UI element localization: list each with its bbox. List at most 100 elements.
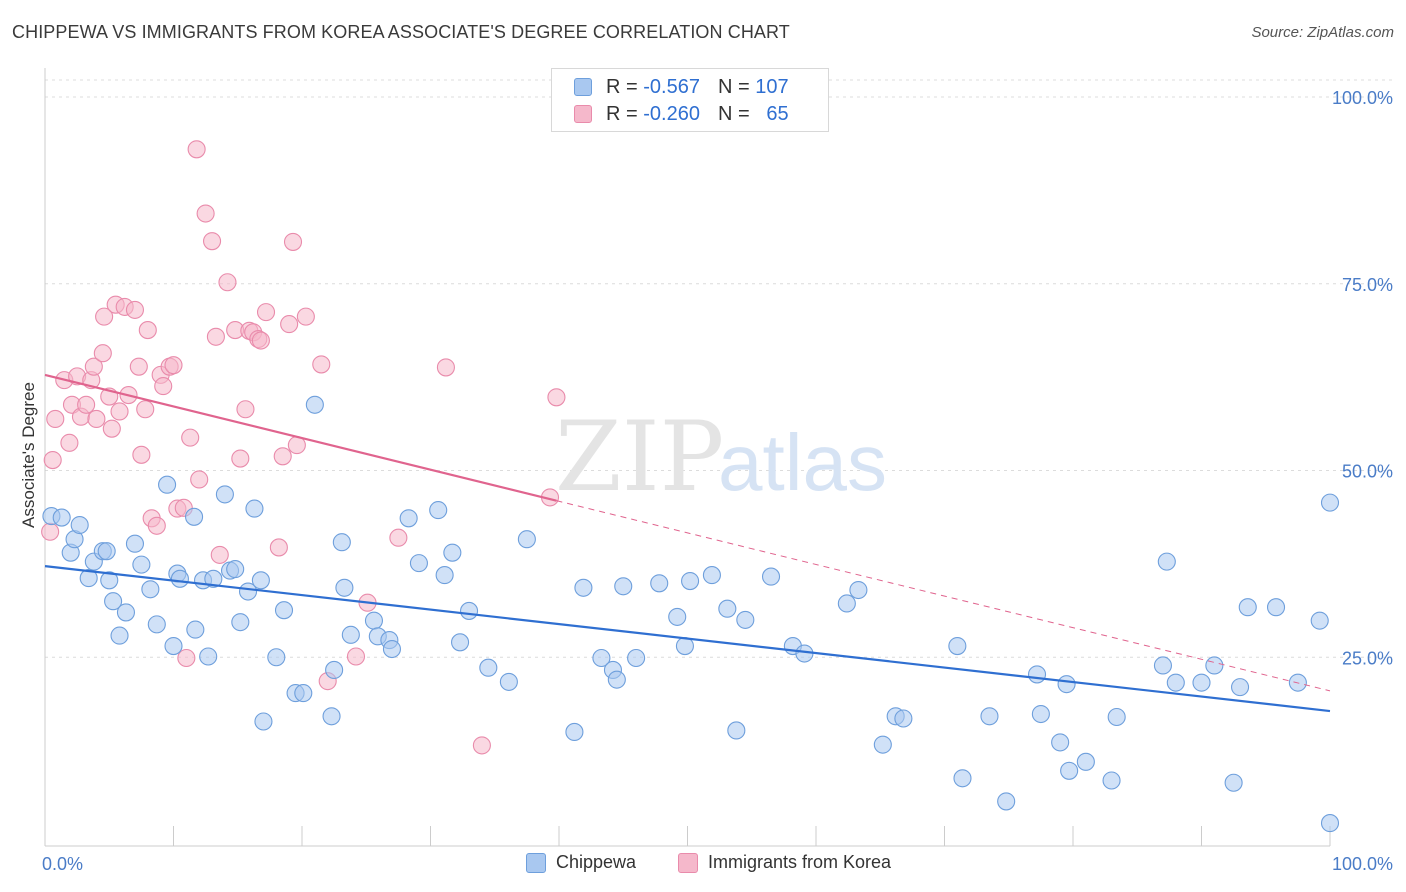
korea-point — [60, 433, 79, 452]
chippewa-point — [718, 599, 737, 618]
korea-point — [136, 400, 155, 419]
korea-point — [210, 545, 229, 564]
chippewa-point — [1320, 493, 1340, 512]
chippewa-point — [1192, 673, 1211, 692]
chippewa-point — [170, 569, 189, 588]
y-tick-label: 100.0% — [1332, 88, 1393, 108]
chippewa-point — [409, 554, 428, 573]
trend-lines — [44, 373, 1331, 713]
korea-point — [102, 419, 121, 438]
chippewa-point — [322, 707, 341, 726]
chippewa-point — [1076, 752, 1095, 771]
chippewa-point — [517, 530, 536, 549]
chippewa-point — [245, 499, 264, 518]
chippewa-point — [158, 475, 177, 494]
chippewa-point — [736, 610, 755, 629]
chippewa-point — [761, 567, 781, 586]
chippewa-point — [1266, 598, 1286, 617]
legend-n-label: N = — [717, 102, 750, 125]
chippewa-point — [399, 509, 418, 528]
korea-point — [231, 449, 250, 468]
chippewa-point — [332, 533, 351, 552]
chippewa-point — [141, 580, 160, 599]
korea-point — [312, 355, 331, 374]
chippewa-point — [1031, 704, 1050, 724]
watermark-atlas: atlas — [718, 418, 887, 507]
korea-point — [436, 358, 455, 377]
chippewa-point — [435, 566, 454, 585]
y-tick-label: 75.0% — [1342, 275, 1393, 295]
korea-point — [273, 447, 292, 466]
chippewa-point — [451, 633, 470, 652]
korea-point — [236, 400, 255, 419]
korea-point — [110, 402, 129, 421]
chippewa-point — [650, 574, 669, 593]
korea-point — [125, 300, 144, 319]
korea-point — [218, 273, 237, 292]
source-credit: Source: ZipAtlas.com — [1251, 24, 1394, 41]
chippewa-point — [267, 648, 286, 667]
korea-point — [203, 232, 222, 251]
chippewa-point — [147, 615, 166, 634]
korea-point — [95, 307, 114, 326]
korea-point — [43, 450, 62, 470]
x-tick-label: 100.0% — [1332, 854, 1393, 874]
chippewa-point — [727, 721, 746, 740]
korea-trend-extrapolation — [556, 500, 1331, 692]
chippewa-point — [231, 613, 250, 632]
chippewa-point — [627, 648, 646, 668]
chippewa-point — [499, 672, 518, 691]
chippewa-point — [199, 647, 218, 666]
korea-point — [283, 232, 303, 251]
korea-point — [346, 647, 366, 666]
chippewa-point — [702, 566, 721, 585]
chippewa-point — [215, 485, 234, 504]
legend-swatch-korea — [574, 105, 592, 123]
chippewa-point — [675, 636, 694, 656]
korea-point — [181, 428, 200, 447]
chippewa-point — [849, 580, 868, 600]
korea-point — [206, 327, 225, 346]
legend-r-label: R = — [606, 102, 638, 125]
correlation-legend: R = -0.567 N = 107 R = -0.260 N = 65 — [551, 68, 829, 132]
legend-r-value: -0.567 — [643, 75, 700, 98]
chippewa-points — [42, 395, 1340, 833]
chippewa-point — [341, 625, 360, 644]
y-tick-label: 50.0% — [1342, 462, 1393, 482]
legend-item-korea: Immigrants from Korea — [678, 852, 891, 873]
korea-point — [256, 303, 276, 322]
korea-point — [77, 395, 96, 414]
chippewa-point — [681, 572, 700, 591]
chippewa-point — [110, 626, 129, 645]
chippewa-point — [1320, 814, 1340, 833]
chippewa-point — [254, 712, 273, 731]
x-tick-label: 0.0% — [42, 854, 83, 874]
chippewa-point — [164, 636, 183, 656]
chippewa-point — [186, 620, 205, 639]
chippewa-point — [204, 569, 223, 588]
chippewa-point — [1231, 678, 1250, 697]
chippewa-point — [1224, 773, 1243, 792]
y-tick-label: 25.0% — [1342, 648, 1393, 668]
chippewa-point — [565, 722, 584, 742]
chippewa-point — [116, 603, 136, 622]
legend-r-label: R = — [606, 75, 638, 98]
chippewa-point — [1310, 611, 1329, 630]
chippewa-point — [79, 569, 98, 588]
korea-trend-line — [44, 373, 557, 502]
chippewa-point — [443, 543, 462, 562]
chippewa-point — [1102, 771, 1121, 790]
legend-swatch-korea — [678, 852, 698, 873]
korea-point — [196, 204, 215, 223]
chippewa-point — [305, 395, 324, 414]
chart-title: CHIPPEWA VS IMMIGRANTS FROM KOREA ASSOCI… — [12, 22, 790, 42]
chippewa-point — [70, 515, 89, 535]
chippewa-point — [325, 660, 344, 679]
korea-point — [547, 388, 566, 407]
chippewa-point — [1238, 598, 1257, 617]
legend-label-korea: Immigrants from Korea — [708, 852, 892, 872]
chippewa-point — [459, 601, 479, 620]
korea-point — [296, 307, 315, 326]
y-axis-label: Associate's Degree — [19, 382, 38, 528]
chippewa-point — [1051, 733, 1070, 752]
